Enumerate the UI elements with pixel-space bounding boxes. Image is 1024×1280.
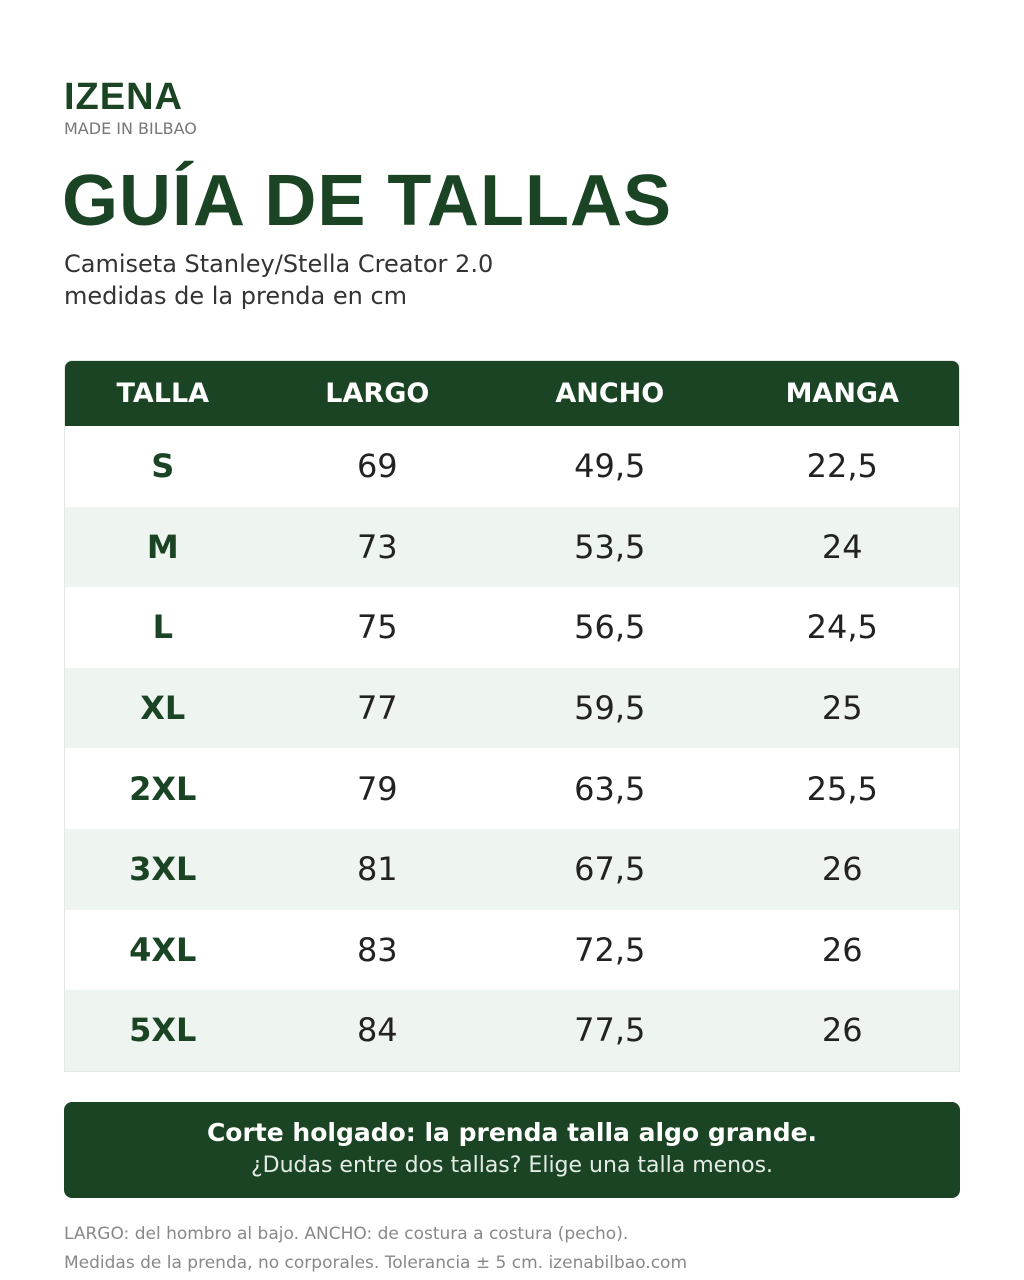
measurement: 26 <box>821 930 863 969</box>
measurement: 81 <box>356 850 398 889</box>
subtitle: Camiseta Stanley/Stella Creator 2.0 <box>64 250 494 278</box>
table-row: 3XL 81 67,5 26 <box>65 828 959 910</box>
table-row: 5XL 84 77,5 26 <box>65 990 959 1071</box>
size-label: 5XL <box>129 1011 197 1050</box>
size-label: 3XL <box>129 850 197 889</box>
table-row: S 69 49,5 22,5 <box>65 426 959 507</box>
measurement: 26 <box>821 1011 863 1050</box>
table-row: 4XL 83 72,5 26 <box>65 910 959 991</box>
measurement: 67,5 <box>574 850 646 889</box>
size-label: 2XL <box>129 769 197 808</box>
measurement: 49,5 <box>574 447 646 486</box>
table-row: M 73 53,5 24 <box>65 506 959 588</box>
size-label: 4XL <box>129 930 197 969</box>
brand-tagline: MADE IN BILBAO <box>64 119 197 138</box>
size-label: XL <box>140 689 186 728</box>
measurement: 25 <box>821 689 863 728</box>
column-header: ANCHO <box>555 378 665 409</box>
measurement: 77 <box>356 689 398 728</box>
measurement: 24 <box>821 527 863 566</box>
size-label: S <box>151 447 175 486</box>
footer-note: Medidas de la prenda, no corporales. Tol… <box>64 1253 688 1273</box>
measurement: 69 <box>356 447 398 486</box>
size-table: TALLA LARGO ANCHO MANGA S 69 49,5 22,5 M 73 53,5 24… <box>64 360 960 1072</box>
measurement: 63,5 <box>574 769 646 808</box>
subtitle: medidas de la prenda en cm <box>64 282 408 310</box>
footer-note: LARGO: del hombro al bajo. ANCHO: de cos… <box>64 1224 629 1244</box>
measurement: 26 <box>821 850 863 889</box>
table-row: XL 77 59,5 25 <box>65 667 959 749</box>
measurement: 72,5 <box>574 930 646 969</box>
measurement: 59,5 <box>574 689 646 728</box>
column-header: MANGA <box>785 378 899 409</box>
table-row: 2XL 79 63,5 25,5 <box>65 748 959 829</box>
measurement: 22,5 <box>806 447 878 486</box>
notice-text: ¿Dudas entre dos tallas? Elige una talla… <box>250 1153 774 1178</box>
measurement: 84 <box>356 1011 398 1050</box>
measurement: 75 <box>356 608 398 647</box>
column-header: TALLA <box>116 378 210 409</box>
measurement: 83 <box>356 930 398 969</box>
size-label: M <box>146 527 179 566</box>
measurement: 56,5 <box>574 608 646 647</box>
measurement: 25,5 <box>806 769 878 808</box>
brand-name: IZENA <box>64 76 183 118</box>
table-row: L 75 56,5 24,5 <box>65 587 959 668</box>
measurement: 53,5 <box>574 527 646 566</box>
measurement: 77,5 <box>574 1011 646 1050</box>
notice-banner: Corte holgado: la prenda talla algo gran… <box>64 1102 960 1198</box>
measurement: 24,5 <box>806 608 878 647</box>
measurement: 73 <box>356 527 398 566</box>
notice-title: Corte holgado: la prenda talla algo gran… <box>206 1118 818 1147</box>
size-label: L <box>152 608 173 647</box>
page-title: GUÍA DE TALLAS <box>62 161 672 241</box>
measurement: 79 <box>356 769 398 808</box>
table-header: TALLA LARGO ANCHO MANGA <box>65 361 959 426</box>
column-header: LARGO <box>325 378 430 409</box>
